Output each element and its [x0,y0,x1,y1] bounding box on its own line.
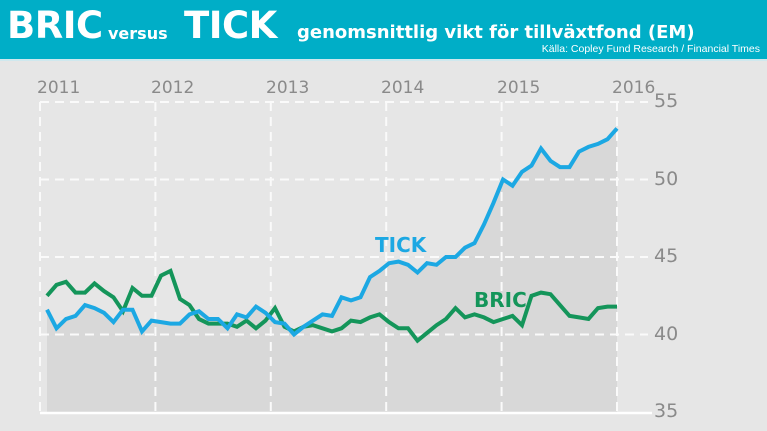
x-tick-2012: 2012 [151,78,195,98]
tick-series-label: TICK [375,233,427,257]
source-note: Källa: Copley Fund Research / Financial … [541,43,760,55]
y-tick-50: 50 [654,168,679,190]
y-tick-45: 45 [654,245,679,267]
title-tick: TICK [184,4,277,47]
bric-line [45,268,617,344]
x-tick-2014: 2014 [381,78,425,98]
chart-header: BRIC versus TICK genomsnittlig vikt för … [0,0,767,59]
x-tick-2013: 2013 [266,78,310,98]
y-tick-35: 35 [654,400,679,422]
title-versus: versus [108,24,168,43]
x-tick-2015: 2015 [497,78,541,98]
tick-line [45,127,619,338]
x-tick-2016: 2016 [612,78,656,98]
y-tick-40: 40 [654,323,679,345]
title-bric: BRIC [7,4,103,47]
x-tick-2011: 2011 [37,78,81,98]
chart-subtitle: genomsnittlig vikt för tillväxtfond (EM) [297,22,695,43]
header-divider [0,59,767,61]
tick-area-fill [47,128,617,412]
bric-series-label: BRIC [474,288,527,312]
y-tick-55: 55 [654,90,679,112]
